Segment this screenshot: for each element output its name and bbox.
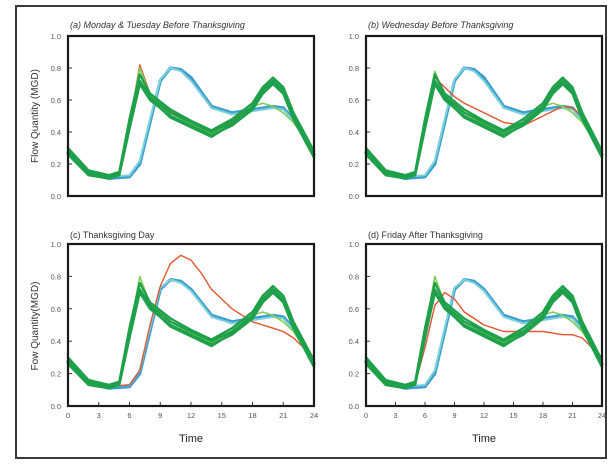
panel-d-x-tick-label: 0 xyxy=(364,411,368,420)
panel-d-x-axis-label: Time xyxy=(472,433,496,445)
panel-b-y-tick-label: 0.8 xyxy=(349,64,359,73)
panel-c-x-tick-label: 6 xyxy=(127,411,131,420)
panel-d-series-weekday-line xyxy=(364,289,604,388)
panel-c-y-tick-label: 0.2 xyxy=(51,370,61,379)
panel-d-frame xyxy=(364,242,604,408)
panel-b-series-weekday-line xyxy=(364,73,604,177)
panel-b-y-tick-label: 0.2 xyxy=(349,160,359,169)
panel-d-y-tick-label: 0.8 xyxy=(349,272,359,281)
panel-a-y-tick-label: 0.4 xyxy=(51,128,61,137)
panel-c-x-axis-label: Time xyxy=(179,433,203,445)
panel-a-y-tick-label: 0.0 xyxy=(51,192,61,201)
panel-b-y-tick-label: 0.6 xyxy=(349,96,359,105)
panel-b: (b) Wednesday Before Thanksgiving 0.0 0.2… xyxy=(349,20,604,201)
panel-c-x-tick-label: 3 xyxy=(97,411,101,420)
panel-c-x-tick-label: 21 xyxy=(279,411,287,420)
panel-c-y-tick-label: 0.8 xyxy=(51,272,61,281)
panel-c-y-tick-label: 0.6 xyxy=(51,305,61,314)
panel-d-y-tick-label: 0.4 xyxy=(349,337,359,346)
panel-c-x-tick-label: 12 xyxy=(187,411,195,420)
panel-c-x-tick-label: 18 xyxy=(248,411,256,420)
panel-d: (d) Friday After Thanksgiving 0.00.20.40… xyxy=(349,230,607,445)
panel-c-y-tick-label: 0.4 xyxy=(51,337,61,346)
panel-c-series-weekend-line xyxy=(66,278,316,390)
panel-d-x-tick-label: 18 xyxy=(539,411,547,420)
panel-c-x-tick-label: 24 xyxy=(310,411,318,420)
panel-d-title: (d) Friday After Thanksgiving xyxy=(368,230,483,240)
panel-c-y-tick-label: 0.0 xyxy=(51,402,61,411)
panel-c-frame xyxy=(66,242,316,408)
panel-a-frame xyxy=(66,34,316,198)
panel-a-y-tick-label: 0.6 xyxy=(51,96,61,105)
panel-b-title: (b) Wednesday Before Thanksgiving xyxy=(368,20,513,30)
panel-d-x-tick-label: 9 xyxy=(452,411,456,420)
panel-a-y-axis-label: Flow Quantity (MGD) xyxy=(30,69,41,163)
panel-d-x-tick-label: 3 xyxy=(393,411,397,420)
panel-c-x-tick-label: 0 xyxy=(66,411,70,420)
panel-c-y-axis-label: Fow Quantity(MGD) xyxy=(30,282,41,371)
panel-b-frame xyxy=(364,34,604,198)
panel-c-x-tick-label: 15 xyxy=(218,411,226,420)
panel-c-y-tick-label: 1.0 xyxy=(51,240,61,249)
panel-c: (c) Thanksgiving Day 0.00.20.40.60.81.00… xyxy=(30,230,318,445)
panel-c-plot: 0.0 0.2 0.4 0.6 0.8 1.0 0 3 6 9 12 15 18 21 24 xyxy=(51,240,319,420)
panel-b-y-tick-label: 0.4 xyxy=(349,128,359,137)
panel-a-series-weekend-line xyxy=(66,66,316,180)
panel-d-y-tick-label: 0.0 xyxy=(349,402,359,411)
panel-a-y-tick-label: 0.2 xyxy=(51,160,61,169)
panel-d-y-tick-label: 0.2 xyxy=(349,370,359,379)
panel-d-y-tick-label: 1.0 xyxy=(349,240,359,249)
panel-a-title: (a) Monday & Tuesday Before Thanksgiving xyxy=(70,20,245,30)
panel-d-series-weekend-line xyxy=(364,278,604,390)
panel-d-y-tick-label: 0.6 xyxy=(349,305,359,314)
panel-a-y-tick-label: 1.0 xyxy=(51,32,61,41)
panel-a-series-weekday-line xyxy=(66,73,316,177)
panel-b-y-tick-label: 0.0 xyxy=(349,192,359,201)
panel-c-series-weekday-line xyxy=(66,289,316,388)
panel-d-plot: 0.0 0.2 0.4 0.6 0.8 1.0 0 3 6 9 12 15 18 21 24 xyxy=(349,240,607,420)
panel-a-y-tick-label: 0.8 xyxy=(51,64,61,73)
panel-d-x-tick-label: 21 xyxy=(568,411,576,420)
panel-b-series-weekday-line xyxy=(364,81,604,179)
figure-border xyxy=(15,5,607,459)
panel-c-title: (c) Thanksgiving Day xyxy=(70,230,155,240)
panel-c-series-weekday-line xyxy=(66,281,316,387)
panel-d-series-weekday-line xyxy=(364,281,604,387)
panel-a: (a) Monday & Tuesday Before Thanksgiving… xyxy=(30,20,316,201)
panel-a-plot: 0.0 0.2 0.4 0.6 0.8 1.0 xyxy=(51,32,316,201)
panel-b-y-tick-label: 1.0 xyxy=(349,32,359,41)
panel-c-series-holiday-line xyxy=(67,254,315,388)
panel-d-x-tick-label: 15 xyxy=(509,411,517,420)
panel-d-x-tick-label: 12 xyxy=(480,411,488,420)
panel-a-series-weekday-line xyxy=(66,81,316,179)
panel-c-x-tick-label: 9 xyxy=(158,411,162,420)
panel-d-x-tick-label: 6 xyxy=(423,411,427,420)
panel-d-x-tick-label: 24 xyxy=(598,411,606,420)
